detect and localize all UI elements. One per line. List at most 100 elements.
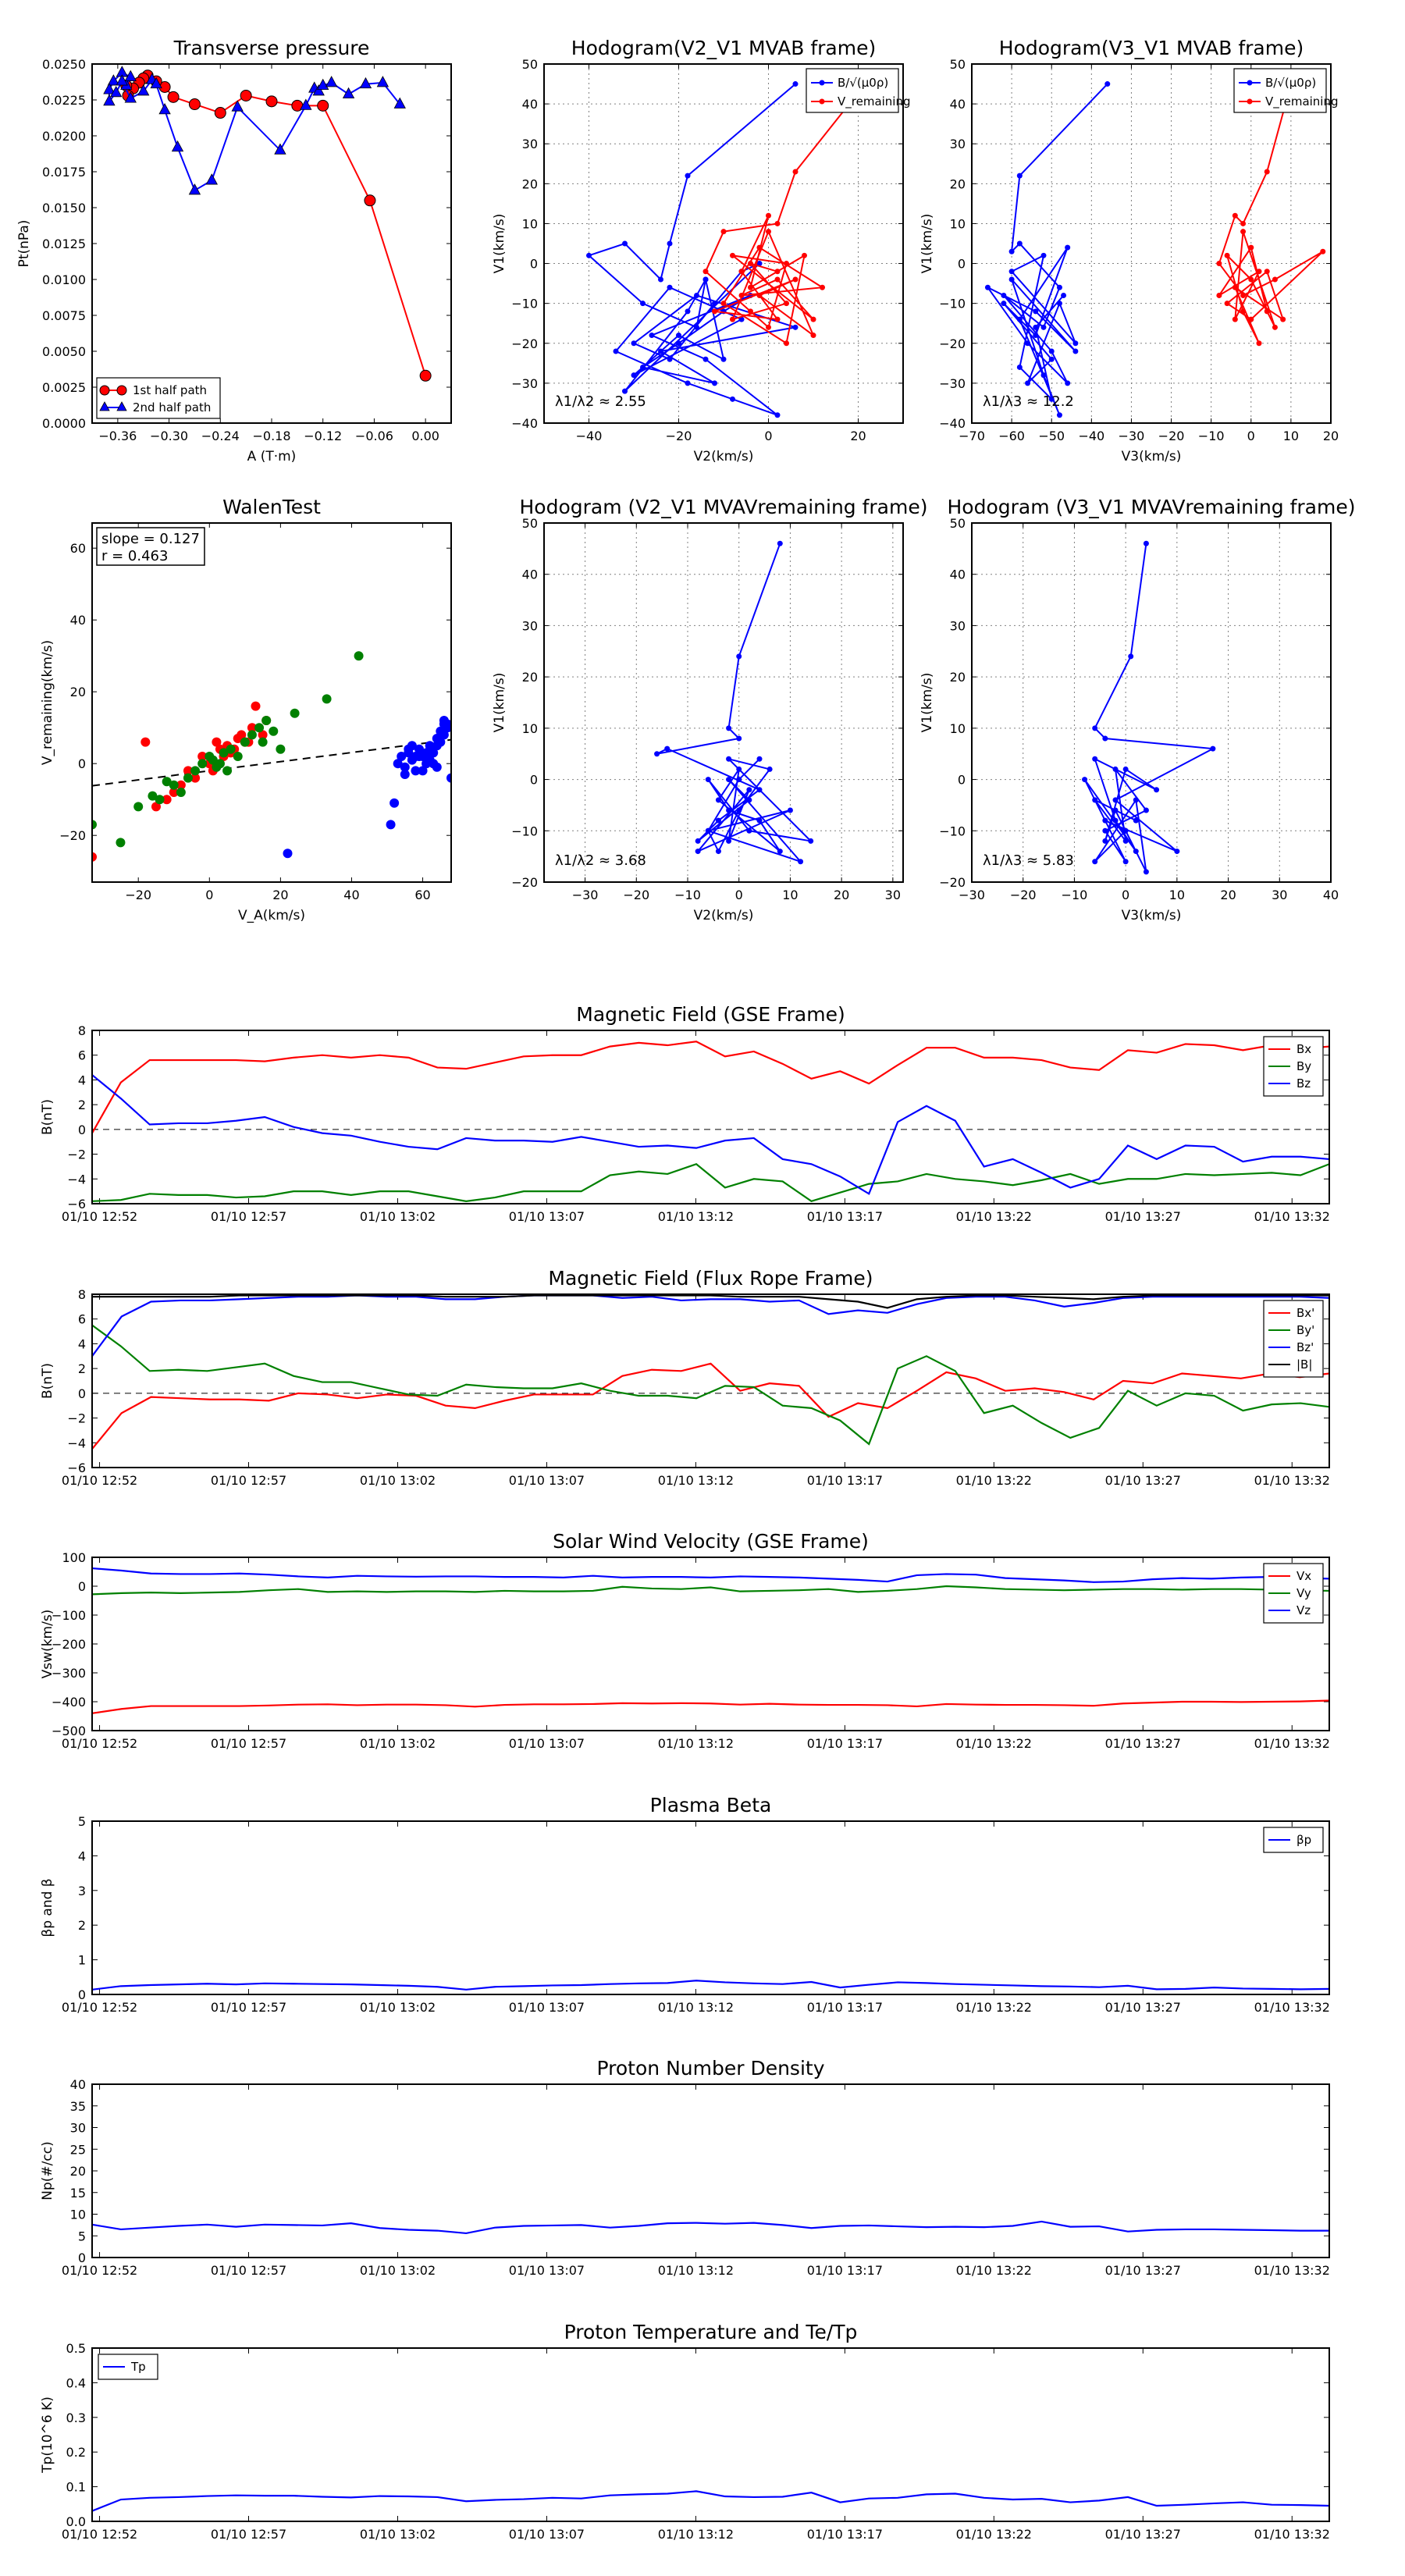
data-point (777, 540, 783, 546)
data-point (756, 817, 763, 824)
chart-title: Hodogram (V2_V1 MVAVremaining frame) (520, 496, 928, 518)
data-point (317, 78, 329, 90)
plot-frame (91, 63, 452, 424)
y-tick-label: −20 (511, 875, 538, 890)
data-point (726, 838, 732, 844)
data-point (322, 694, 332, 704)
y-tick-label: 35 (70, 2099, 86, 2114)
time-tick-label: 01/10 13:02 (360, 2263, 436, 2278)
data-point (715, 849, 721, 855)
data-point (1143, 869, 1149, 875)
time-tick-label: 01/10 13:02 (360, 1736, 436, 1751)
y-tick-label: 20 (522, 176, 538, 191)
legend: Bx' By' Bz' |B| (1263, 1300, 1324, 1378)
data-point (1216, 261, 1222, 267)
y-axis-label: V1(km/s) (919, 214, 935, 274)
data-point (640, 301, 646, 307)
plot-frame (543, 522, 904, 883)
data-point (1033, 308, 1039, 315)
y-tick-label: 0.0125 (42, 237, 86, 251)
data-point (432, 741, 442, 751)
data-point (137, 84, 150, 96)
time-tick-label: 01/10 13:22 (956, 1473, 1032, 1488)
legend-label: Vy (1297, 1586, 1311, 1600)
time-tick-label: 01/10 13:22 (956, 2527, 1032, 2542)
time-tick-label: 01/10 13:32 (1254, 1473, 1330, 1488)
data-point (393, 759, 403, 769)
data-point (176, 788, 186, 797)
x-tick-label: −20 (1010, 888, 1037, 902)
data-point (802, 252, 807, 258)
data-point (613, 348, 619, 354)
y-tick-label: 0.0000 (42, 416, 86, 431)
y-tick-label: 0.1 (66, 2480, 86, 2495)
y-tick-label: 0.4 (66, 2375, 86, 2390)
data-point (1240, 220, 1247, 226)
data-point (767, 766, 773, 772)
data-point (649, 333, 655, 339)
data-point (151, 802, 161, 812)
data-point (774, 220, 781, 226)
y-tick-label: −40 (939, 416, 966, 431)
time-tick-label: 01/10 13:07 (509, 2263, 585, 2278)
data-point (1154, 787, 1160, 793)
data-point (1072, 348, 1079, 354)
time-tick-label: 01/10 13:07 (509, 2527, 585, 2542)
r-annotation: r = 0.463 (101, 548, 168, 564)
data-point (820, 284, 825, 290)
data-point (269, 726, 279, 736)
data-point (1240, 292, 1247, 298)
y-tick-label: 0.0100 (42, 272, 86, 287)
data-point (342, 87, 355, 99)
data-point (407, 741, 417, 751)
y-tick-label: 60 (70, 541, 86, 556)
y-axis-label: V1(km/s) (919, 673, 935, 733)
data-point (586, 252, 592, 258)
data-point (1256, 340, 1262, 347)
legend-frame (806, 68, 899, 113)
data-point (736, 735, 742, 742)
data-point (685, 380, 691, 386)
y-tick-label: 0 (958, 773, 966, 788)
series-line-vy (91, 1585, 1330, 1596)
plot-area (1082, 540, 1216, 875)
series-data (1082, 540, 1216, 875)
data-point (640, 364, 646, 370)
x-tick-label: −20 (666, 429, 692, 443)
y-tick-label: 0.3 (66, 2411, 86, 2425)
data-point (162, 795, 172, 805)
data-point (1232, 212, 1238, 219)
y-tick-label: 0.0025 (42, 380, 86, 395)
x-tick-label: 20 (272, 888, 288, 902)
hodo_v2v1_mvav-chart: Hodogram (V2_V1 MVAVremaining frame) −30 −… (492, 496, 928, 923)
y-tick-label: −500 (52, 1724, 86, 1738)
x-tick-label: 30 (1272, 888, 1287, 902)
fit-line (92, 738, 451, 787)
chart-title: Plasma Beta (650, 1794, 772, 1816)
time-tick-label: 01/10 13:32 (1254, 2000, 1330, 2015)
plot-frame (91, 1293, 1330, 1468)
y-tick-label: 2 (78, 1098, 86, 1112)
data-point (1056, 412, 1062, 418)
plot-frame (91, 2347, 1330, 2522)
legend-label: |B| (1297, 1357, 1312, 1372)
data-point (1272, 276, 1278, 283)
x-tick-label: 0 (764, 429, 772, 443)
y-tick-label: −2 (67, 1147, 86, 1162)
time-tick-label: 01/10 13:12 (658, 1473, 734, 1488)
y-axis-label: Tp(10^6 K) (40, 2396, 55, 2474)
eigen-ratio-annotation: λ1/λ2 ≈ 3.68 (555, 852, 646, 869)
data-point (1016, 364, 1023, 370)
data-point (1072, 340, 1079, 347)
data-point (400, 770, 410, 779)
y-tick-label: 0.0 (66, 2514, 86, 2529)
time-tick-label: 01/10 13:07 (509, 1736, 585, 1751)
chart-title: Proton Temperature and Te/Tp (564, 2321, 858, 2343)
x-tick-label: 30 (885, 888, 901, 902)
time-tick-label: 01/10 12:57 (211, 1473, 286, 1488)
y-tick-label: 25 (70, 2142, 86, 2157)
x-tick-label: −10 (1062, 888, 1088, 902)
y-tick-label: 40 (70, 2077, 86, 2092)
plot-frame (91, 1820, 1330, 1995)
chart-title: Magnetic Field (GSE Frame) (576, 1003, 845, 1026)
